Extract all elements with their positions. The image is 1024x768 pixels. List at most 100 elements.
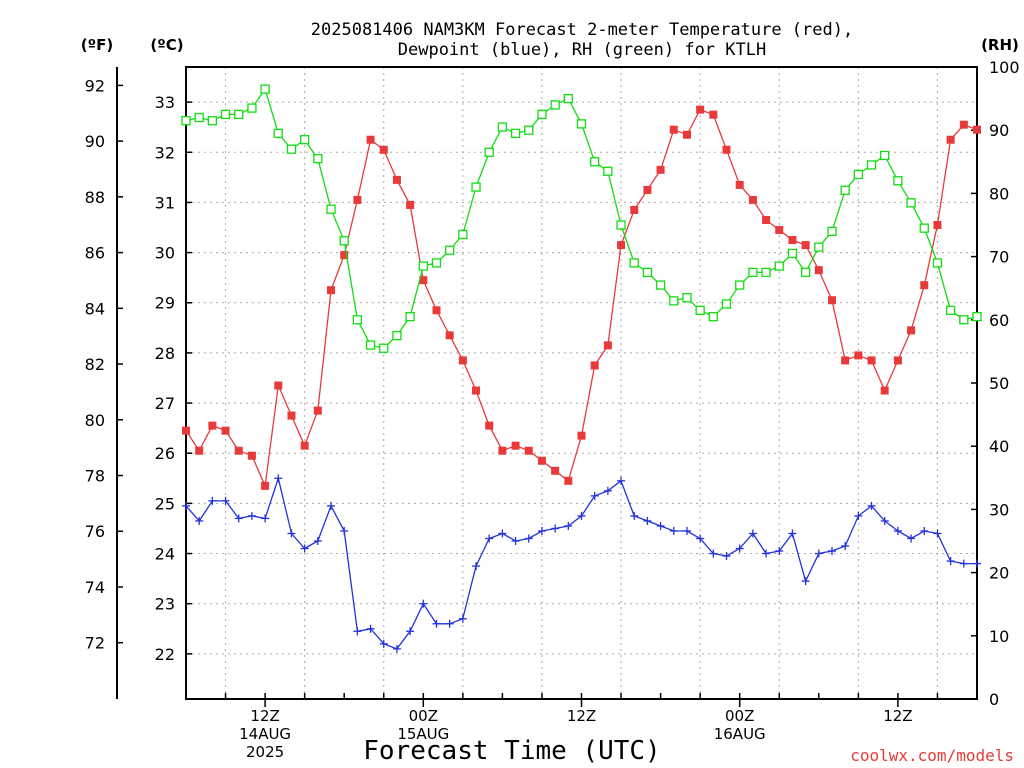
dewpoint-point: [511, 537, 520, 545]
series-rh: [181, 84, 982, 353]
rh-point: [339, 236, 349, 246]
temperature-point: [392, 175, 401, 184]
dewpoint-point: [959, 559, 968, 568]
fahrenheit-tick-label: 88: [85, 188, 105, 207]
dewpoint-point: [775, 547, 784, 556]
dewpoint-point: [590, 491, 599, 500]
rh-point: [537, 109, 547, 120]
temperature-point: [287, 411, 296, 420]
dewpoint-point: [221, 496, 230, 505]
temperature-point: [973, 125, 981, 134]
rh-point: [247, 103, 257, 113]
time-tick-label: 12Z: [567, 707, 596, 725]
dewpoint-point: [801, 577, 810, 586]
dewpoint-point: [656, 521, 665, 530]
temperature-point: [445, 331, 454, 340]
fahrenheit-tick-label: 76: [85, 522, 105, 541]
temperature-point: [959, 120, 968, 129]
dewpoint-point: [327, 501, 336, 510]
temperature-point: [656, 165, 665, 174]
rh-point: [669, 296, 679, 306]
dewpoint-point: [735, 544, 744, 553]
temperature-point: [195, 446, 204, 455]
temperature-point: [261, 481, 270, 490]
temperature-point: [630, 205, 639, 214]
dewpoint-point: [498, 529, 507, 538]
celsius-tick-label: 32: [155, 143, 175, 162]
dewpoint-point: [933, 529, 942, 538]
temperature-point: [472, 386, 481, 395]
rh-point: [563, 93, 573, 104]
rh-point: [431, 258, 442, 268]
temperature-point: [577, 431, 586, 440]
dewpoint-point: [234, 514, 243, 523]
dewpoint-point: [841, 542, 850, 551]
dewpoint-point: [617, 476, 626, 485]
rh-tick-label: 50: [989, 374, 1009, 393]
rh-tick-label: 20: [989, 564, 1009, 583]
dewpoint-point: [551, 524, 560, 533]
dewpoint-point: [682, 526, 691, 535]
dewpoint-point: [973, 559, 981, 568]
temperature-point: [801, 241, 810, 250]
dewpoint-point: [643, 516, 652, 525]
dewpoint-point: [392, 644, 401, 653]
rh-point: [866, 160, 877, 170]
temperature-point: [682, 130, 691, 139]
dewpoint-point: [537, 526, 546, 535]
temperature-point: [432, 306, 441, 315]
temperature-point: [313, 406, 322, 415]
temperature-point: [735, 180, 744, 189]
rh-point: [603, 166, 613, 176]
temperature-point: [458, 356, 467, 365]
dewpoint-point: [946, 557, 955, 566]
rh-tick-label: 30: [989, 500, 1009, 519]
rh-point: [234, 109, 244, 120]
rh-tick-label: 10: [989, 627, 1009, 646]
rh-point: [708, 311, 718, 322]
dewpoint-point: [485, 534, 494, 543]
fahrenheit-tick-label: 90: [85, 132, 105, 151]
rh-tick-label: 60: [989, 311, 1009, 330]
temperature-point: [748, 195, 757, 204]
rh-point: [945, 305, 956, 315]
series-temperature: [182, 105, 981, 490]
rh-point: [655, 280, 666, 290]
temperature-point: [841, 356, 850, 365]
rh-point: [629, 258, 639, 268]
chart-title-line1: 2025081406 NAM3KM Forecast 2-meter Tempe…: [311, 20, 853, 40]
dewpoint-point: [287, 529, 296, 538]
celsius-tick-label: 24: [155, 545, 175, 564]
dewpoint-point: [379, 639, 388, 648]
celsius-tick-label: 23: [155, 595, 175, 614]
dewpoint-point: [893, 526, 902, 535]
temperature-point: [524, 446, 533, 455]
rh-point: [906, 198, 916, 208]
celsius-tick-label: 22: [155, 645, 175, 664]
temperature-line: [185, 108, 978, 489]
rh-point: [286, 144, 297, 154]
temperature-point: [551, 466, 560, 475]
dewpoint-point: [458, 614, 467, 623]
temperature-point: [379, 145, 388, 154]
temperature-point: [854, 351, 863, 360]
dewpoint-point: [419, 599, 428, 608]
rh-unit-label: (RH): [981, 36, 1019, 54]
fahrenheit-tick-label: 74: [85, 578, 105, 597]
celsius-axis: 22 23 24 25 26 27 28 29 30 31 32 33: [155, 93, 192, 664]
temperature-point: [722, 145, 731, 154]
temperature-point: [182, 426, 190, 435]
rh-point: [260, 84, 270, 94]
temperature-point: [300, 441, 309, 450]
rh-point: [220, 109, 231, 120]
credit-text: coolwx.com/models: [850, 746, 1014, 765]
dewpoint-point: [709, 549, 718, 558]
celsius-tick-label: 29: [155, 294, 175, 313]
temperature-point: [208, 421, 217, 430]
temperature-point: [234, 446, 243, 455]
temperature-point: [340, 251, 349, 260]
rh-point: [194, 112, 204, 123]
time-tick-label: 15AUG: [397, 725, 449, 743]
dewpoint-point: [353, 627, 362, 636]
